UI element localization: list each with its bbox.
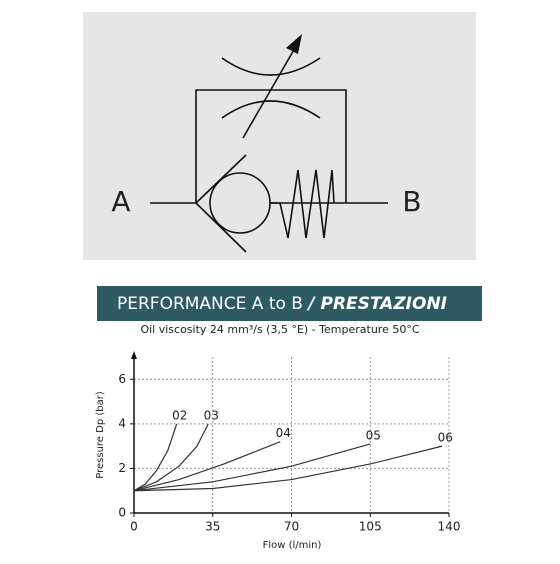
chart-subtitle: Oil viscosity 24 mm³/s (3,5 °E) - Temper… bbox=[140, 323, 419, 336]
axis-arrow bbox=[131, 351, 137, 359]
series-label: 06 bbox=[438, 431, 453, 445]
diagram-panel bbox=[83, 12, 476, 260]
y-tick-label: 0 bbox=[118, 506, 126, 520]
x-axis-label: Flow (l/min) bbox=[263, 540, 322, 551]
x-tick-label: 105 bbox=[359, 520, 382, 534]
y-tick-label: 4 bbox=[118, 416, 126, 430]
series-line bbox=[133, 443, 371, 492]
y-axis-label: Pressure Dp (bar) bbox=[95, 391, 106, 479]
series-line bbox=[133, 423, 209, 492]
port-label: A bbox=[111, 185, 130, 218]
x-tick-label: 70 bbox=[284, 520, 299, 534]
title-emphasis: / PRESTAZIONI bbox=[306, 294, 447, 314]
title-main: PERFORMANCE A to B bbox=[117, 294, 303, 314]
series-label: 02 bbox=[172, 408, 187, 422]
series-line bbox=[133, 423, 178, 492]
series-label: 04 bbox=[276, 426, 291, 440]
y-tick-label: 2 bbox=[118, 461, 126, 475]
x-tick-label: 35 bbox=[205, 520, 220, 534]
series-line bbox=[133, 441, 281, 492]
series-label: 03 bbox=[204, 408, 219, 422]
y-tick-label: 6 bbox=[118, 372, 126, 386]
x-tick-label: 0 bbox=[130, 520, 138, 534]
port-label: B bbox=[402, 185, 421, 218]
chart-title: PERFORMANCE A to B / PRESTAZIONI bbox=[117, 294, 447, 314]
title-banner bbox=[97, 286, 482, 321]
x-tick-label: 140 bbox=[438, 520, 461, 534]
series-line bbox=[133, 445, 443, 492]
series-label: 05 bbox=[366, 428, 381, 442]
valve-symbol bbox=[150, 34, 388, 253]
